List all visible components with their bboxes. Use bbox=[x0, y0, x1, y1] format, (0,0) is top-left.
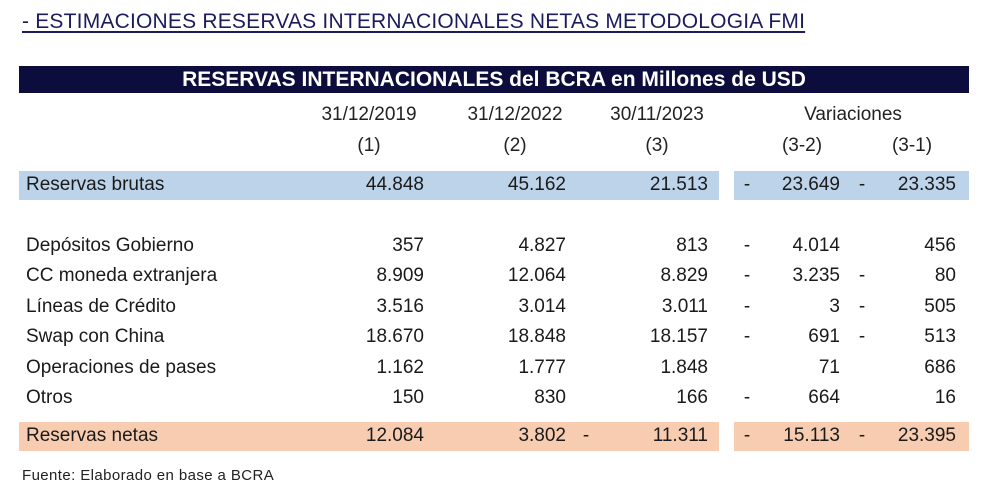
variation-3-2: 3.235 bbox=[792, 265, 840, 286]
header-variation-3-1: (3-1) bbox=[891, 135, 933, 156]
variation-3-2: 23.649 bbox=[781, 174, 840, 195]
variation-3-1: 513 bbox=[924, 326, 956, 347]
row-label: Otros bbox=[26, 387, 73, 408]
row-label: Swap con China bbox=[26, 326, 165, 347]
sign-variation-3-1: - bbox=[858, 425, 866, 446]
sign-variation-3-2: - bbox=[743, 174, 751, 195]
row-label: Reservas netas bbox=[26, 425, 159, 446]
header-date-2019: 31/12/2019 bbox=[321, 104, 417, 125]
variation-3-1: 23.335 bbox=[897, 174, 956, 195]
value-2022: 12.064 bbox=[507, 265, 566, 286]
variation-3-1: 80 bbox=[934, 265, 956, 286]
sign-variation-3-2: - bbox=[743, 425, 751, 446]
value-2022: 1.777 bbox=[518, 357, 566, 378]
variation-3-2: 3 bbox=[829, 296, 840, 317]
value-2019: 1.162 bbox=[376, 357, 424, 378]
row-label: Operaciones de pases bbox=[26, 357, 217, 378]
variation-3-2: 664 bbox=[808, 387, 840, 408]
sign-variation-3-1: - bbox=[858, 326, 866, 347]
sign-variation-3-2: - bbox=[743, 387, 751, 408]
variation-3-2: 4.014 bbox=[792, 235, 840, 256]
table-title: RESERVAS INTERNACIONALES del BCRA en Mil… bbox=[19, 66, 969, 93]
value-2019: 12.084 bbox=[365, 425, 424, 446]
header-variation-3-2: (3-2) bbox=[781, 135, 823, 156]
value-2019: 357 bbox=[392, 235, 424, 256]
sign-variation-3-2: - bbox=[743, 296, 751, 317]
value-2019: 3.516 bbox=[376, 296, 424, 317]
value-2023: 166 bbox=[676, 387, 708, 408]
value-2022: 3.014 bbox=[518, 296, 566, 317]
sign-variation-3-2: - bbox=[743, 265, 751, 286]
variation-3-1: 16 bbox=[934, 387, 956, 408]
sign-2023: - bbox=[582, 425, 590, 446]
variation-3-1: 23.395 bbox=[897, 425, 956, 446]
value-2023: 18.157 bbox=[649, 326, 708, 347]
value-2023: 11.311 bbox=[652, 425, 708, 446]
value-2019: 44.848 bbox=[365, 174, 424, 195]
header-index-3: (3) bbox=[645, 135, 669, 156]
sign-variation-3-2: - bbox=[743, 235, 751, 256]
value-2019: 18.670 bbox=[365, 326, 424, 347]
value-2019: 150 bbox=[392, 387, 424, 408]
value-2022: 3.802 bbox=[518, 425, 566, 446]
sign-variation-3-2: - bbox=[743, 326, 751, 347]
gross-reserves-band-right bbox=[734, 171, 969, 200]
variation-3-1: 456 bbox=[924, 235, 956, 256]
gross-reserves-band-left bbox=[19, 171, 719, 200]
net-reserves-band-left bbox=[19, 422, 719, 451]
row-label: Depósitos Gobierno bbox=[26, 235, 194, 256]
sign-variation-3-1: - bbox=[858, 296, 866, 317]
sign-variation-3-1: - bbox=[858, 265, 866, 286]
net-reserves-band-right bbox=[734, 422, 969, 451]
value-2023: 21.513 bbox=[649, 174, 708, 195]
variation-3-1: 686 bbox=[924, 357, 956, 378]
value-2022: 4.827 bbox=[518, 235, 566, 256]
value-2023: 1.848 bbox=[660, 357, 708, 378]
header-date-2023: 30/11/2023 bbox=[610, 104, 704, 125]
variation-3-2: 15.113 bbox=[783, 425, 840, 446]
header-date-2022: 31/12/2022 bbox=[467, 104, 563, 125]
value-2022: 830 bbox=[534, 387, 566, 408]
variation-3-1: 505 bbox=[924, 296, 956, 317]
value-2022: 18.848 bbox=[507, 326, 566, 347]
variation-3-2: 691 bbox=[808, 326, 840, 347]
value-2023: 813 bbox=[676, 235, 708, 256]
variation-3-2: 71 bbox=[818, 357, 840, 378]
row-label: CC moneda extranjera bbox=[26, 265, 218, 286]
source-note: Fuente: Elaborado en base a BCRA bbox=[22, 467, 275, 484]
header-index-1: (1) bbox=[357, 135, 381, 156]
value-2022: 45.162 bbox=[507, 174, 566, 195]
document-heading: - ESTIMACIONES RESERVAS INTERNACIONALES … bbox=[22, 10, 806, 33]
header-variations: Variaciones bbox=[804, 104, 902, 125]
value-2019: 8.909 bbox=[376, 265, 424, 286]
value-2023: 3.011 bbox=[661, 296, 708, 317]
row-label: Líneas de Crédito bbox=[26, 296, 176, 317]
row-label: Reservas brutas bbox=[26, 174, 165, 195]
header-index-2: (2) bbox=[503, 135, 527, 156]
value-2023: 8.829 bbox=[660, 265, 708, 286]
sign-variation-3-1: - bbox=[858, 174, 866, 195]
